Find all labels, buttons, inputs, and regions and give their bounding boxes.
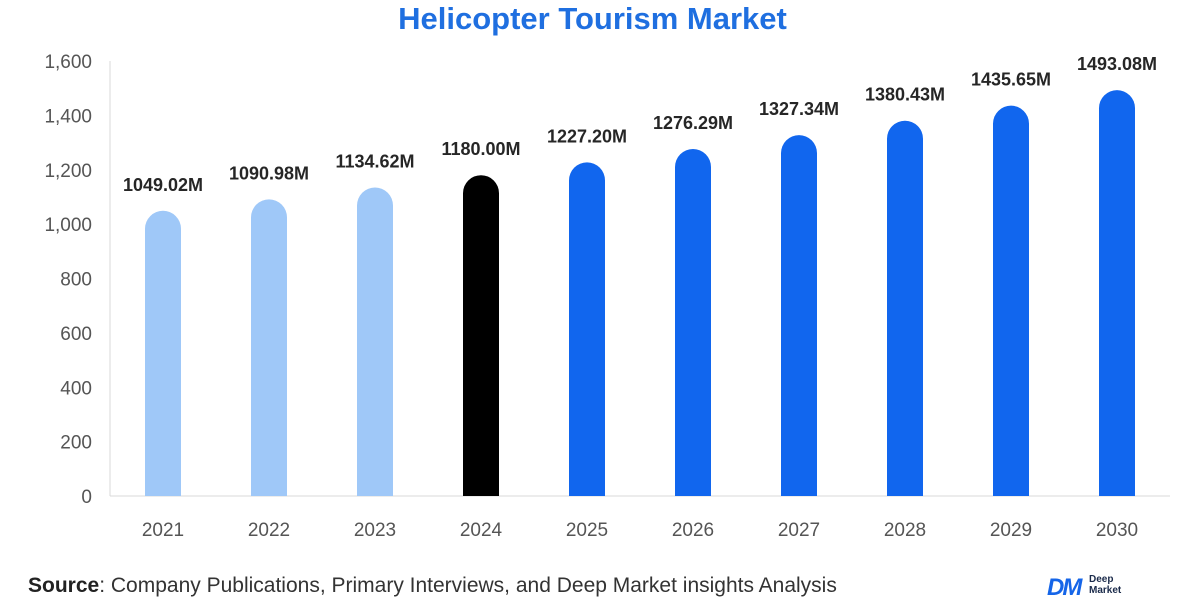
y-tick-label: 1,400 [44,106,92,127]
x-tick-label: 2029 [990,520,1032,541]
data-label: 1090.98M [229,163,309,183]
bar [569,162,605,497]
y-tick-label: 0 [81,487,92,508]
logo-line-2: Market [1089,585,1122,596]
x-axis-tick-labels: 2021 2022 2023 2024 2025 2026 2027 2028 2029 2030 [142,520,1138,541]
data-label: 1327.34M [759,99,839,119]
y-tick-label: 600 [60,324,92,345]
bar [463,175,499,496]
x-tick-label: 2021 [142,520,184,541]
bar [357,187,393,496]
bar [145,210,181,497]
bar [251,199,287,496]
x-tick-label: 2024 [460,520,503,541]
data-label: 1380.43M [865,85,945,105]
data-label: 1227.20M [547,126,627,146]
x-tick-label: 2023 [354,520,396,541]
x-tick-label: 2030 [1096,520,1138,541]
bar [1099,90,1135,496]
y-tick-label: 1,200 [44,161,92,182]
source-text: : Company Publications, Primary Intervie… [99,574,837,597]
data-label: 1134.62M [335,152,414,172]
data-label: 1493.08M [1077,54,1157,74]
deep-market-logo: DM Deep Market [1047,572,1167,601]
source-note: Source: Company Publications, Primary In… [28,574,837,598]
y-tick-label: 200 [60,433,92,454]
x-tick-label: 2027 [778,520,820,541]
y-tick-label: 400 [60,378,92,399]
logo-mark: DM [1047,574,1082,601]
data-label: 1180.00M [441,139,520,159]
bar [781,135,817,496]
chart-data-labels: 1049.02M 1090.98M 1134.62M 1180.00M 1227.20M… [123,54,1157,195]
x-tick-label: 2026 [672,520,714,541]
chart-title: Helicopter Tourism Market [398,1,787,36]
logo-line-1: Deep [1089,574,1114,585]
y-axis-tick-labels: 0 200 400 600 800 1,000 1,200 1,400 1,600 [44,52,92,508]
y-tick-label: 1,000 [44,215,92,236]
x-tick-label: 2025 [566,520,608,541]
logo-words: Deep Market [1089,574,1121,596]
bar [887,120,923,496]
bar [993,105,1029,497]
data-label: 1435.65M [971,70,1051,90]
source-label: Source [28,574,100,597]
y-tick-label: 800 [60,270,92,291]
x-tick-label: 2022 [248,520,290,541]
bar [675,149,711,496]
data-label: 1276.29M [653,113,733,133]
chart-bars [145,90,1135,497]
data-label: 1049.02M [123,175,203,195]
y-tick-label: 1,600 [44,52,92,73]
x-tick-label: 2028 [884,520,926,541]
